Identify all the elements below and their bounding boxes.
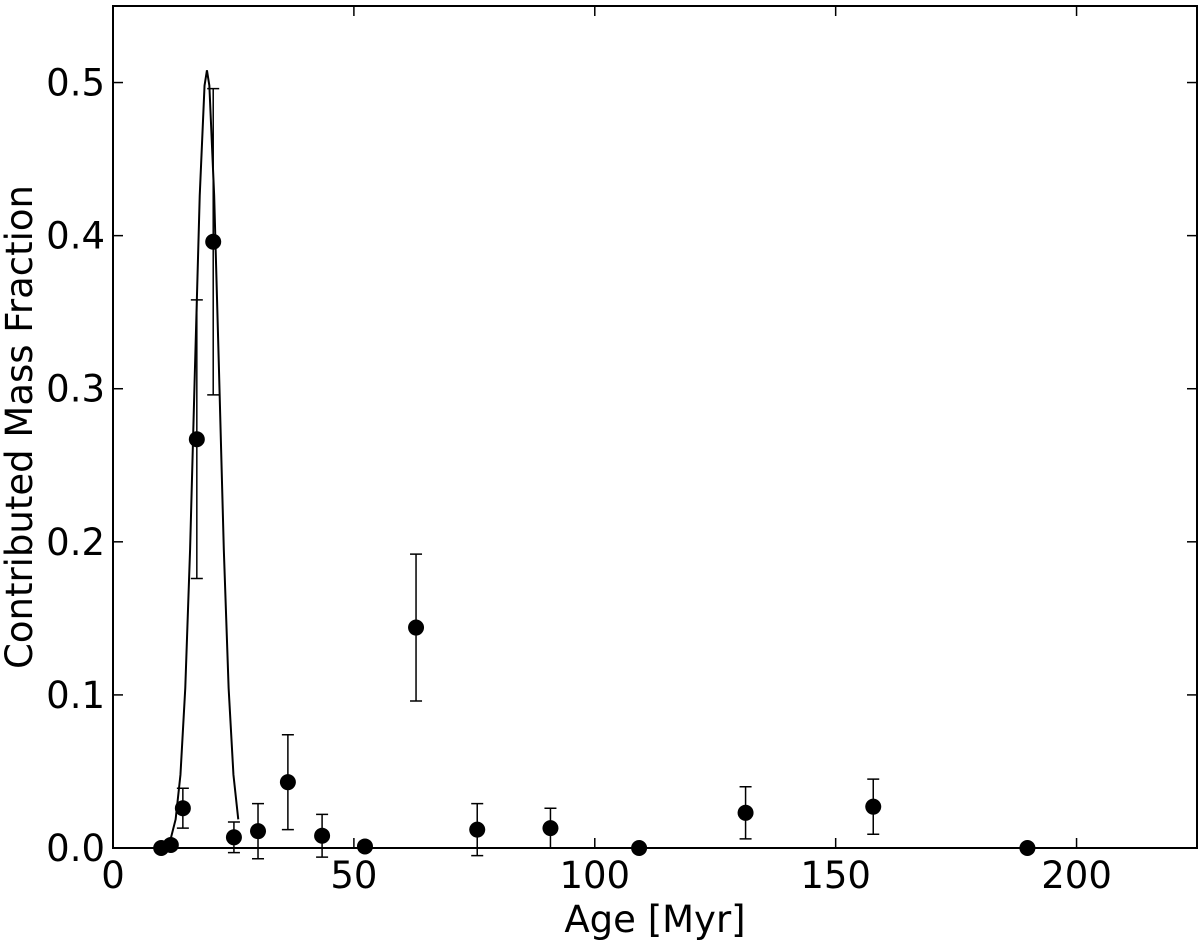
data-point: [162, 836, 179, 853]
y-axis-label: Contributed Mass Fraction: [0, 185, 41, 669]
x-tick-label: 150: [800, 854, 871, 897]
data-point: [314, 827, 331, 844]
data-point: [542, 820, 559, 837]
data-point: [865, 798, 882, 815]
x-tick-label: 0: [101, 854, 125, 897]
data-point: [279, 774, 296, 791]
y-tick-label: 0.4: [46, 215, 105, 258]
data-point: [205, 233, 222, 250]
y-tick-label: 0.5: [46, 62, 105, 105]
data-point: [188, 431, 205, 448]
x-tick-label: 50: [330, 854, 377, 897]
y-tick-label: 0.0: [46, 827, 105, 870]
data-point: [469, 821, 486, 838]
data-point: [250, 823, 267, 840]
data-point: [225, 829, 242, 846]
y-tick-label: 0.1: [46, 674, 105, 717]
x-tick-label: 100: [559, 854, 630, 897]
data-point: [174, 800, 191, 817]
plot-frame: [112, 5, 1198, 849]
data-point: [356, 838, 373, 855]
y-tick-label: 0.3: [46, 368, 105, 411]
y-tick-label: 0.2: [46, 521, 105, 564]
x-axis-label: Age [Myr]: [564, 898, 745, 941]
fit-curve: [160, 70, 240, 849]
data-point: [737, 804, 754, 821]
data-point: [408, 619, 425, 636]
x-tick-label: 200: [1041, 854, 1112, 897]
